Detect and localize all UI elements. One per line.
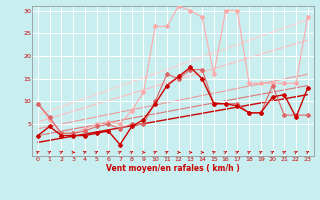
X-axis label: Vent moyen/en rafales ( km/h ): Vent moyen/en rafales ( km/h ) [106,164,240,173]
